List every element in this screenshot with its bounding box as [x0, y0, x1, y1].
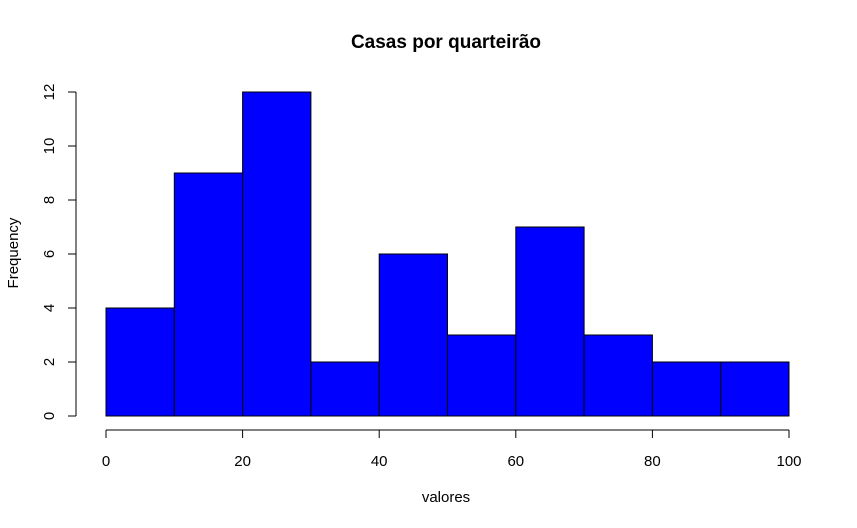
x-tick-label: 100	[776, 453, 801, 470]
histogram-bar	[720, 361, 790, 417]
y-tick-label: 8	[41, 196, 58, 204]
x-tick-label: 40	[371, 453, 388, 470]
y-tick-label: 2	[41, 358, 58, 366]
histogram-bar	[447, 334, 517, 417]
y-tick-label: 0	[41, 412, 58, 420]
chart-title: Casas por quarteirão	[351, 32, 541, 53]
histogram-bar	[173, 172, 244, 417]
histogram-bar	[105, 307, 175, 417]
y-tick-label: 6	[41, 250, 58, 258]
x-axis: 0 20 40 60 80 100	[102, 429, 802, 470]
x-tick-label: 60	[507, 453, 524, 470]
histogram-bar	[515, 226, 585, 417]
histogram-bar	[651, 361, 722, 417]
x-tick-label: 80	[644, 453, 661, 470]
histogram-bar	[242, 91, 312, 417]
histogram-bar	[583, 334, 653, 417]
x-tick-label: 20	[234, 453, 251, 470]
y-axis: 0 2 4 6 8 10 12	[41, 84, 77, 420]
y-tick-label: 12	[41, 84, 58, 101]
y-tick-label: 10	[41, 138, 58, 155]
y-tick-label: 4	[41, 304, 58, 312]
histogram-bar	[310, 361, 380, 417]
histogram-bar	[378, 253, 449, 417]
bars-group	[105, 91, 790, 417]
y-axis-label: Frequency	[5, 217, 22, 288]
x-tick-label: 0	[102, 453, 110, 470]
x-axis-label: valores	[422, 489, 470, 506]
